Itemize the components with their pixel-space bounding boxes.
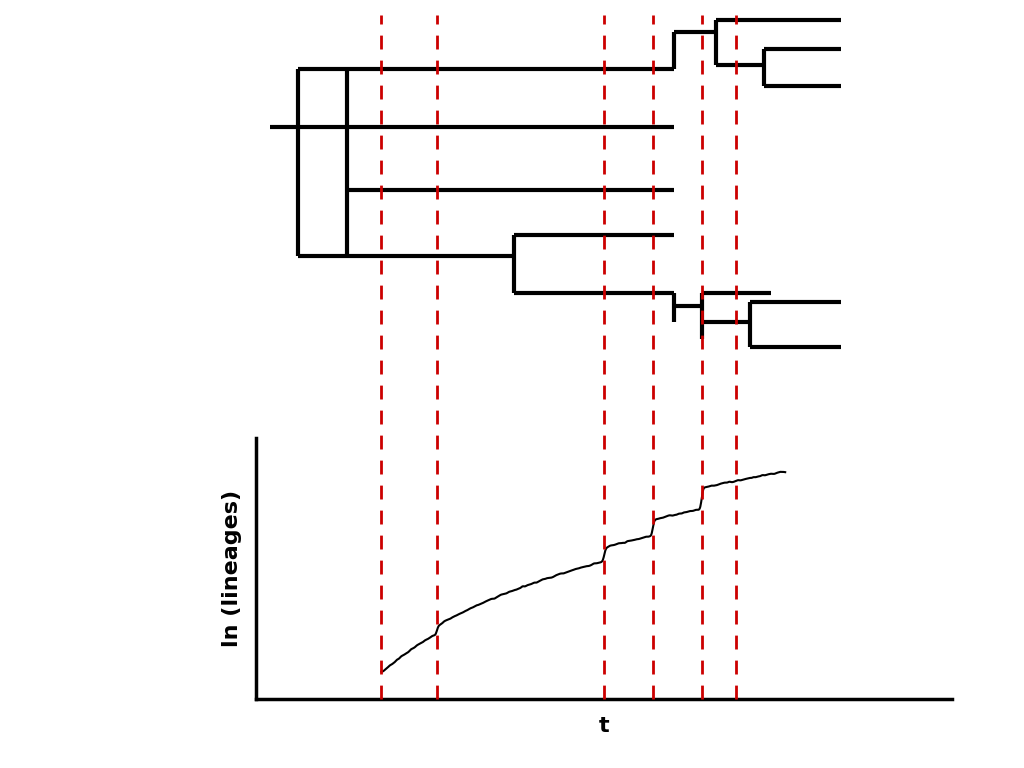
X-axis label: t: t [599,716,609,736]
Y-axis label: ln (lineages): ln (lineages) [222,490,242,647]
